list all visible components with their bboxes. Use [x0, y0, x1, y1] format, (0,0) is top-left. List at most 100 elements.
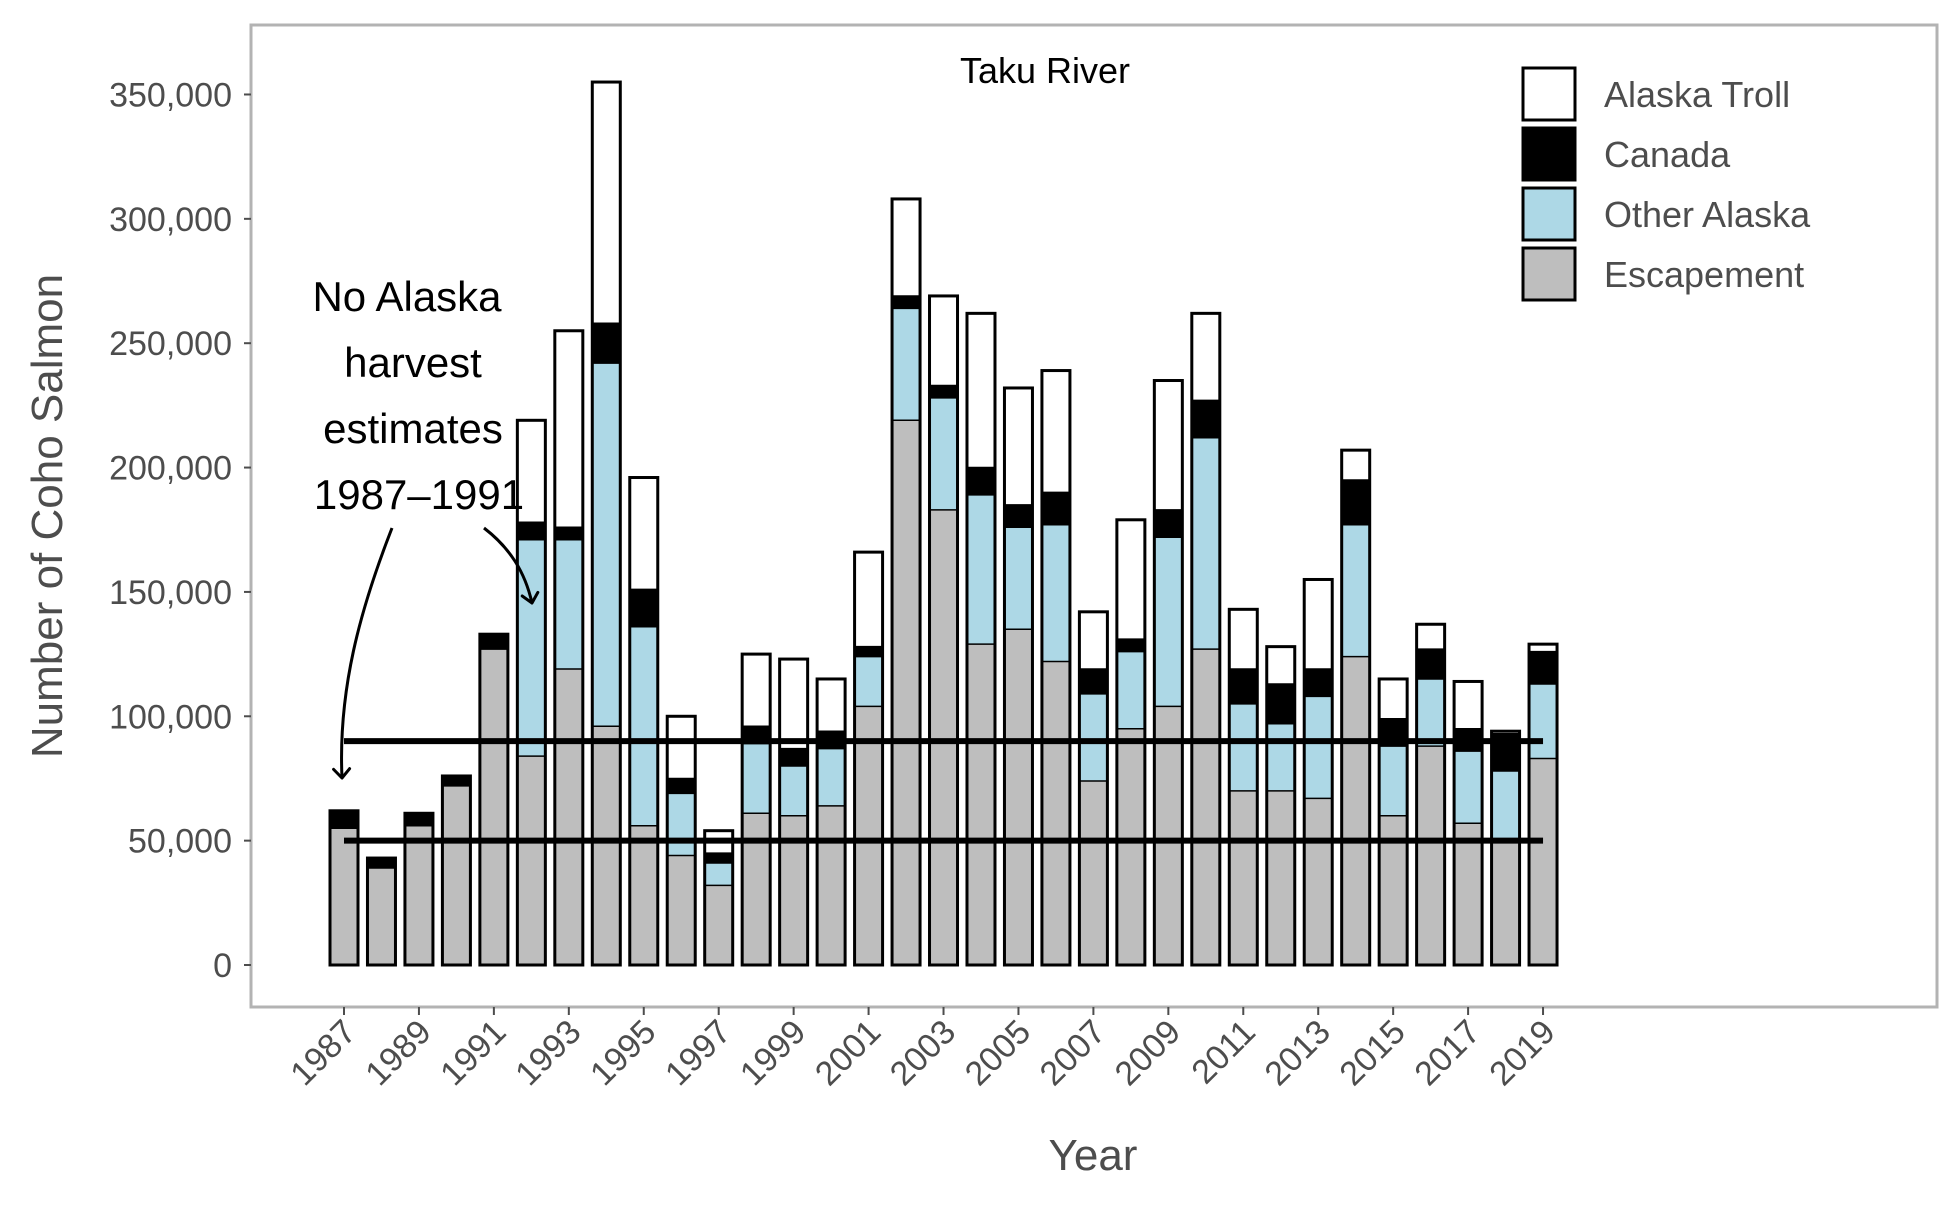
bar-escapement-1998	[742, 813, 771, 965]
bar-alaska-troll-1998	[742, 654, 771, 727]
bar-alaska-troll-2019	[1529, 644, 1558, 652]
bar-other-alaska-2008	[1116, 651, 1145, 729]
annotation-line-4: 1987–1991	[314, 471, 524, 518]
bar-alaska-troll-2000	[817, 678, 846, 732]
bar-other-alaska-1999	[779, 766, 808, 816]
bar-outline-2012	[1265, 645, 1297, 967]
bar-canada-2004	[966, 467, 995, 495]
x-tick-label: 2019	[1482, 1013, 1562, 1093]
chart-title: Taku River	[960, 50, 1130, 91]
x-tick-label: 1997	[658, 1013, 738, 1093]
bar-escapement-2012	[1266, 790, 1295, 965]
bar-outline-2001	[853, 550, 885, 967]
bar-canada-1993	[554, 527, 583, 540]
reference-lines-layer	[344, 738, 1544, 844]
bar-outline-1990	[440, 774, 472, 967]
bar-escapement-2009	[1154, 706, 1183, 965]
bar-outline-1999	[778, 657, 810, 967]
y-tick-label: 250,000	[109, 325, 232, 363]
y-tick-label: 350,000	[109, 76, 232, 114]
legend-label-canada: Canada	[1604, 134, 1731, 175]
bar-alaska-troll-2014	[1341, 450, 1370, 480]
x-tick-label: 2009	[1108, 1013, 1188, 1093]
bar-other-alaska-2003	[929, 397, 958, 510]
bar-canada-1987	[330, 810, 358, 829]
bar-canada-1994	[592, 323, 621, 364]
bar-other-alaska-2009	[1154, 537, 1183, 707]
bar-other-alaska-2000	[817, 748, 846, 806]
bar-canada-2014	[1341, 480, 1370, 525]
bar-outline-1992	[515, 418, 547, 967]
annotation-arrow-1991	[483, 526, 540, 605]
bar-alaska-troll-2012	[1266, 646, 1295, 684]
legend-swatch-alaska-troll	[1521, 66, 1577, 122]
bar-alaska-troll-1993	[554, 330, 583, 528]
bar-outline-2013	[1302, 577, 1334, 967]
bar-alaska-troll-2010	[1191, 313, 1220, 401]
annotation-group: No Alaska harvest estimates 1987–1991	[312, 273, 540, 780]
bar-outline-2009	[1152, 379, 1184, 967]
bar-other-alaska-2010	[1191, 437, 1220, 650]
bar-alaska-troll-2015	[1379, 678, 1408, 719]
bar-escapement-2003	[929, 509, 958, 965]
y-tick-label: 50,000	[128, 823, 232, 861]
x-axis-title: Year	[1049, 1131, 1138, 1180]
bar-canada-1999	[779, 748, 808, 767]
bar-outline-1994	[590, 80, 622, 967]
y-tick-label: 0	[213, 947, 232, 985]
bar-other-alaska-2011	[1229, 703, 1258, 791]
annotation-line-3: estimates	[323, 405, 503, 452]
bar-escapement-1995	[629, 825, 658, 965]
bar-other-alaska-2017	[1454, 751, 1483, 824]
x-tick-label: 1991	[433, 1013, 513, 1093]
x-tick-label: 1987	[283, 1013, 363, 1093]
bar-other-alaska-2015	[1379, 746, 1408, 816]
bar-canada-1990	[442, 775, 471, 786]
bar-canada-1991	[479, 634, 508, 650]
bar-escapement-2018	[1491, 840, 1520, 965]
bar-escapement-2001	[854, 706, 883, 965]
bar-escapement-2019	[1529, 758, 1558, 965]
bar-alaska-troll-1999	[779, 659, 808, 749]
bar-other-alaska-1996	[667, 793, 696, 856]
x-tick-label: 2015	[1332, 1013, 1412, 1093]
bar-other-alaska-2007	[1079, 693, 1108, 781]
bar-outline-1997	[703, 829, 735, 967]
bar-other-alaska-2006	[1041, 524, 1070, 662]
bar-other-alaska-1998	[742, 743, 771, 814]
bar-alaska-troll-2016	[1416, 624, 1445, 650]
bar-alaska-troll-2011	[1229, 609, 1258, 670]
bar-outline-1991	[478, 632, 510, 967]
bar-outline-2004	[965, 311, 997, 967]
bar-escapement-1992	[517, 756, 546, 965]
y-axis: 0 50,000 100,000 150,000 200,000 250,000 300,0…	[109, 76, 251, 985]
x-tick-label: 2001	[808, 1013, 888, 1093]
bar-escapement-2010	[1191, 649, 1220, 965]
bar-alaska-troll-2013	[1304, 579, 1333, 670]
bar-canada-1992	[517, 522, 546, 540]
bar-escapement-2005	[1004, 629, 1033, 965]
x-tick-label: 2003	[883, 1013, 963, 1093]
x-tick-label: 1999	[733, 1013, 813, 1093]
bar-canada-2001	[854, 646, 883, 657]
bar-canada-2010	[1191, 400, 1220, 438]
bar-alaska-troll-2004	[966, 313, 995, 468]
bar-outline-2006	[1040, 369, 1072, 967]
bar-outline-1987	[328, 809, 360, 967]
bar-escapement-2017	[1454, 823, 1483, 965]
x-tick-label: 1995	[583, 1013, 663, 1093]
bar-outline-1993	[553, 329, 585, 967]
y-axis-title: Number of Coho Salmon	[23, 274, 72, 758]
bar-escapement-2016	[1416, 746, 1445, 965]
bar-other-alaska-2019	[1529, 683, 1558, 759]
bar-escapement-1997	[704, 885, 733, 965]
bar-canada-1989	[404, 813, 433, 826]
bar-outline-2005	[1002, 386, 1034, 967]
bar-outline-2014	[1340, 448, 1372, 967]
bar-outline-2018	[1490, 729, 1522, 967]
bar-other-alaska-2001	[854, 656, 883, 707]
bar-escapement-1991	[479, 649, 508, 965]
bar-outline-2019	[1527, 642, 1559, 967]
bar-outline-2002	[890, 197, 922, 967]
legend-label-alaska-troll: Alaska Troll	[1604, 74, 1790, 115]
